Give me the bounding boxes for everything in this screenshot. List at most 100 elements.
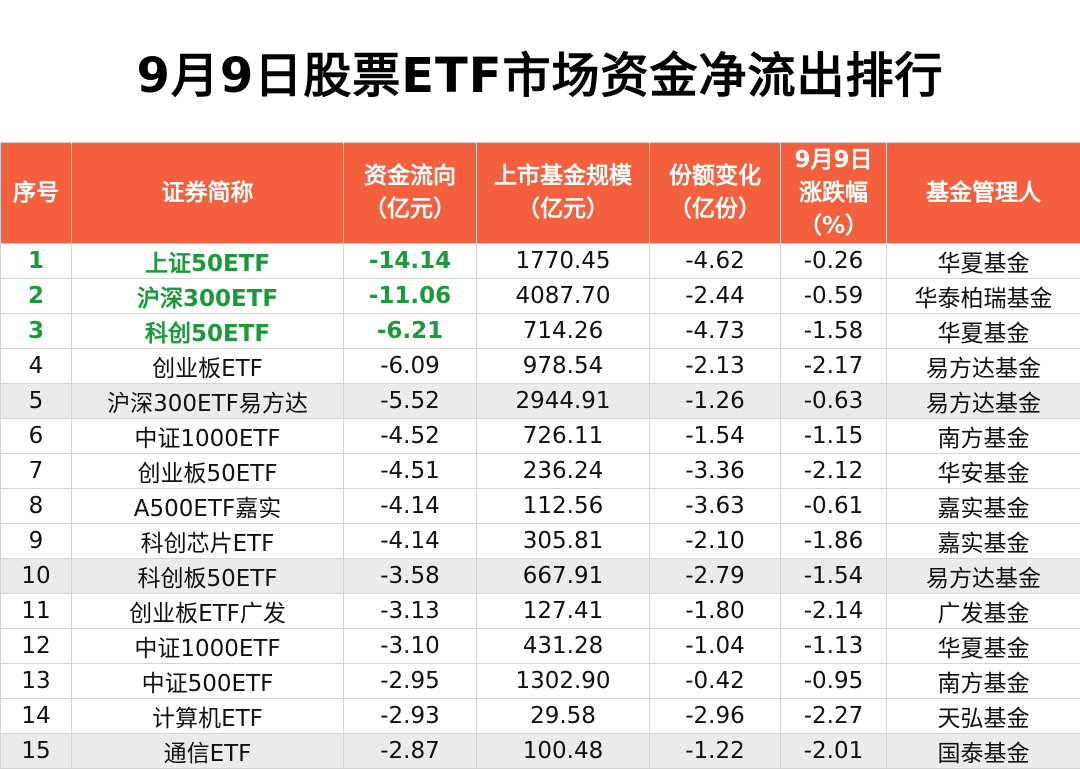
cell-name: 沪深300ETF易方达 bbox=[72, 384, 344, 419]
cell-scale: 1770.45 bbox=[477, 244, 650, 279]
cell-name: 中证500ETF bbox=[72, 664, 344, 699]
cell-name: A500ETF嘉实 bbox=[72, 489, 344, 524]
cell-manager: 天弘基金 bbox=[887, 699, 1080, 734]
cell-change: -1.58 bbox=[781, 314, 887, 349]
cell-scale: 29.58 bbox=[477, 699, 650, 734]
cell-share: -1.04 bbox=[650, 629, 781, 664]
cell-idx: 8 bbox=[1, 489, 72, 524]
cell-idx: 12 bbox=[1, 629, 72, 664]
cell-name: 创业板ETF广发 bbox=[72, 594, 344, 629]
cell-share: -3.36 bbox=[650, 454, 781, 489]
etf-outflow-table: 序号 证券简称 资金流向 （亿元） 上市基金规模 （亿元） 份额变化 （亿份） … bbox=[0, 142, 1080, 769]
cell-flow: -3.10 bbox=[344, 629, 477, 664]
cell-manager: 易方达基金 bbox=[887, 349, 1080, 384]
header-manager: 基金管理人 bbox=[887, 143, 1080, 244]
cell-manager: 华安基金 bbox=[887, 454, 1080, 489]
cell-name: 创业板50ETF bbox=[72, 454, 344, 489]
cell-share: -2.10 bbox=[650, 524, 781, 559]
cell-name: 通信ETF bbox=[72, 734, 344, 769]
cell-name: 科创50ETF bbox=[72, 314, 344, 349]
cell-change: -0.95 bbox=[781, 664, 887, 699]
cell-flow: -4.51 bbox=[344, 454, 477, 489]
cell-manager: 易方达基金 bbox=[887, 384, 1080, 419]
cell-manager: 易方达基金 bbox=[887, 559, 1080, 594]
cell-change: -1.13 bbox=[781, 629, 887, 664]
cell-manager: 嘉实基金 bbox=[887, 524, 1080, 559]
cell-manager: 华夏基金 bbox=[887, 244, 1080, 279]
cell-scale: 1302.90 bbox=[477, 664, 650, 699]
cell-change: -0.59 bbox=[781, 279, 887, 314]
cell-change: -0.26 bbox=[781, 244, 887, 279]
cell-idx: 9 bbox=[1, 524, 72, 559]
cell-name: 计算机ETF bbox=[72, 699, 344, 734]
cell-scale: 100.48 bbox=[477, 734, 650, 769]
cell-change: -1.86 bbox=[781, 524, 887, 559]
cell-name: 上证50ETF bbox=[72, 244, 344, 279]
cell-change: -1.54 bbox=[781, 559, 887, 594]
cell-share: -2.96 bbox=[650, 699, 781, 734]
cell-name: 科创芯片ETF bbox=[72, 524, 344, 559]
cell-manager: 南方基金 bbox=[887, 664, 1080, 699]
page-title: 9月9日股票ETF市场资金净流出排行 bbox=[0, 0, 1080, 142]
cell-share: -4.73 bbox=[650, 314, 781, 349]
cell-change: -0.61 bbox=[781, 489, 887, 524]
cell-flow: -4.14 bbox=[344, 489, 477, 524]
cell-share: -2.13 bbox=[650, 349, 781, 384]
cell-scale: 127.41 bbox=[477, 594, 650, 629]
header-scale: 上市基金规模 （亿元） bbox=[477, 143, 650, 244]
cell-idx: 2 bbox=[1, 279, 72, 314]
cell-share: -2.44 bbox=[650, 279, 781, 314]
cell-name: 创业板ETF bbox=[72, 349, 344, 384]
cell-flow: -3.13 bbox=[344, 594, 477, 629]
table-header-row: 序号 证券简称 资金流向 （亿元） 上市基金规模 （亿元） 份额变化 （亿份） … bbox=[1, 143, 1080, 244]
cell-share: -1.22 bbox=[650, 734, 781, 769]
cell-manager: 嘉实基金 bbox=[887, 489, 1080, 524]
cell-share: -2.79 bbox=[650, 559, 781, 594]
cell-manager: 国泰基金 bbox=[887, 734, 1080, 769]
cell-change: -2.14 bbox=[781, 594, 887, 629]
cell-scale: 431.28 bbox=[477, 629, 650, 664]
cell-manager: 南方基金 bbox=[887, 419, 1080, 454]
cell-scale: 112.56 bbox=[477, 489, 650, 524]
cell-manager: 广发基金 bbox=[887, 594, 1080, 629]
cell-scale: 2944.91 bbox=[477, 384, 650, 419]
cell-scale: 667.91 bbox=[477, 559, 650, 594]
cell-flow: -2.95 bbox=[344, 664, 477, 699]
header-name: 证券简称 bbox=[72, 143, 344, 244]
cell-scale: 305.81 bbox=[477, 524, 650, 559]
cell-name: 中证1000ETF bbox=[72, 419, 344, 454]
cell-share: -1.54 bbox=[650, 419, 781, 454]
cell-share: -3.63 bbox=[650, 489, 781, 524]
cell-flow: -4.14 bbox=[344, 524, 477, 559]
header-index: 序号 bbox=[1, 143, 72, 244]
cell-share: -0.42 bbox=[650, 664, 781, 699]
header-change: 9月9日 涨跌幅 （%） bbox=[781, 143, 887, 244]
cell-idx: 6 bbox=[1, 419, 72, 454]
cell-name: 中证1000ETF bbox=[72, 629, 344, 664]
cell-scale: 726.11 bbox=[477, 419, 650, 454]
cell-change: -2.17 bbox=[781, 349, 887, 384]
cell-share: -4.62 bbox=[650, 244, 781, 279]
cell-manager: 华泰柏瑞基金 bbox=[887, 279, 1080, 314]
cell-change: -2.01 bbox=[781, 734, 887, 769]
cell-change: -2.27 bbox=[781, 699, 887, 734]
cell-flow: -11.06 bbox=[344, 279, 477, 314]
cell-manager: 华夏基金 bbox=[887, 314, 1080, 349]
cell-idx: 5 bbox=[1, 384, 72, 419]
cell-idx: 11 bbox=[1, 594, 72, 629]
cell-change: -1.15 bbox=[781, 419, 887, 454]
cell-scale: 4087.70 bbox=[477, 279, 650, 314]
cell-flow: -2.87 bbox=[344, 734, 477, 769]
